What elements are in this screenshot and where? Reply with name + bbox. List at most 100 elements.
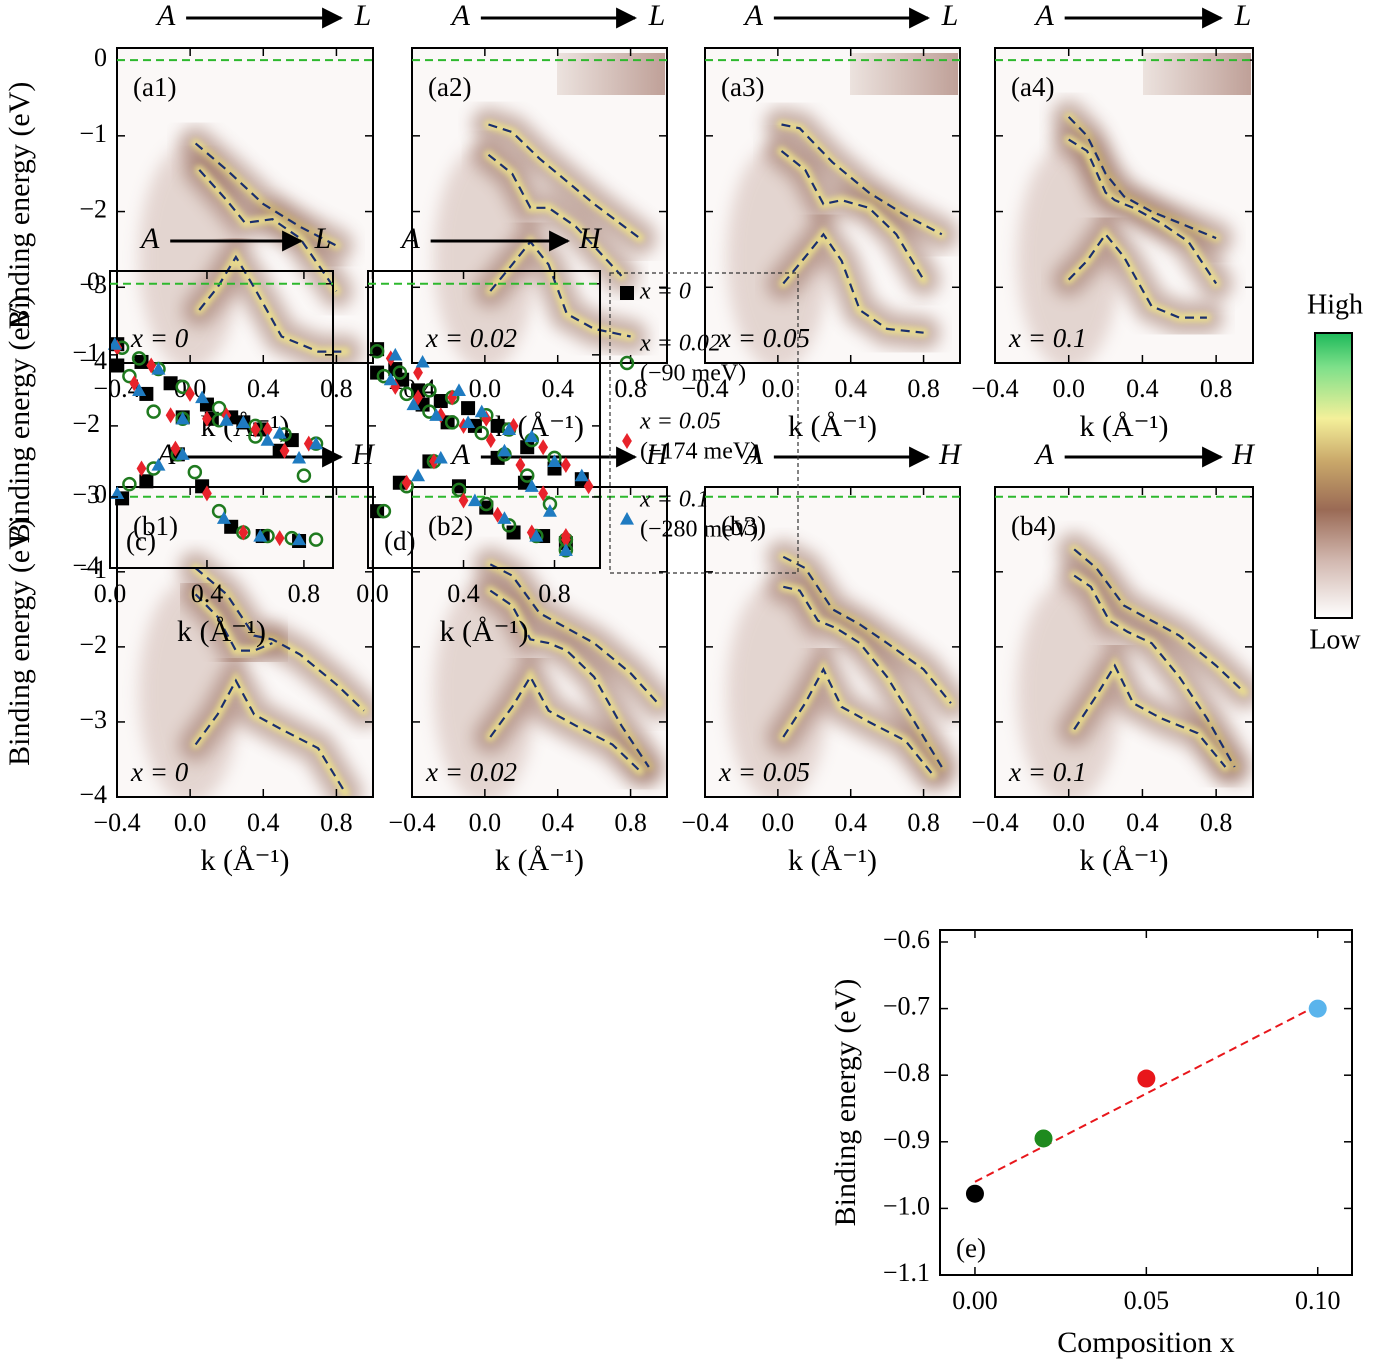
legend-label: x = 0.1 <box>639 487 709 513</box>
data-point <box>502 422 517 436</box>
x-tick-label: 0.0 <box>762 808 795 837</box>
x-tick-label: 0.4 <box>447 579 480 608</box>
dispersion-line <box>782 232 924 334</box>
data-point <box>501 518 517 533</box>
data-point <box>406 397 421 411</box>
data-point <box>170 440 181 457</box>
y-axis-label: Binding energy (eV) <box>3 518 36 766</box>
data-point <box>151 457 166 471</box>
y-tick-label: −2 <box>79 630 107 659</box>
y-axis-label: Binding energy (eV) <box>3 296 36 544</box>
data-point <box>253 529 268 542</box>
colorbar-low: Low <box>1309 624 1361 655</box>
x-tick-label: 0.0 <box>94 579 127 608</box>
y-tick-label: −2 <box>79 195 107 224</box>
data-point <box>506 525 521 540</box>
y-tick-label: 0 <box>87 267 100 296</box>
legend-label: x = 0.02 <box>639 331 721 357</box>
x-axis-label: k (Å⁻¹) <box>788 844 877 877</box>
x-tick-label: 0.8 <box>288 579 321 608</box>
x-tick-label: 0.8 <box>614 808 647 837</box>
direction-to: H <box>1231 438 1256 471</box>
panel-label: (e) <box>956 1233 986 1263</box>
plot-frame <box>939 929 1353 1276</box>
data-point <box>110 486 125 499</box>
dispersion-line <box>1068 138 1218 285</box>
dispersion-line <box>783 585 943 768</box>
data-point <box>202 485 212 502</box>
map-cone <box>726 580 829 797</box>
data-point <box>236 415 251 428</box>
data-point <box>107 337 122 350</box>
data-point <box>146 404 161 419</box>
x-tick-label: 0.8 <box>320 374 353 403</box>
y-tick-label: 0 <box>94 43 107 72</box>
composition-label: x = 0.1 <box>1008 757 1086 787</box>
direction-to: L <box>1234 0 1252 32</box>
data-point <box>134 354 149 369</box>
data-point <box>110 358 125 373</box>
panel-label: (d) <box>384 526 415 556</box>
data-point <box>411 468 426 482</box>
dispersion-line <box>488 123 641 239</box>
y-tick-label: −3 <box>79 270 107 299</box>
y-tick-label: −0.9 <box>883 1125 930 1154</box>
data-point <box>132 383 147 396</box>
data-point <box>497 443 512 457</box>
band-core <box>1064 226 1212 323</box>
data-point <box>309 436 324 450</box>
legend-shift: (−90 meV) <box>640 361 746 387</box>
y-tick-label: −3 <box>72 480 100 509</box>
plot-frame <box>704 486 961 798</box>
plot-frame <box>994 486 1254 798</box>
data-point <box>292 450 307 464</box>
y-tick-label: −1.1 <box>883 1258 930 1287</box>
dispersion-line <box>782 555 952 704</box>
legend-label: x = 0.05 <box>639 409 721 435</box>
composition-label: x = 0.02 <box>425 323 517 353</box>
y-tick-label: −4 <box>79 346 107 375</box>
dispersion-line <box>489 240 631 338</box>
dispersion-line <box>780 150 925 281</box>
direction-from: A <box>743 438 764 471</box>
panel-label: (b4) <box>1011 511 1056 541</box>
x-axis-label: k (Å⁻¹) <box>788 410 877 443</box>
data-point <box>524 429 539 443</box>
x-tick-label: 0.0 <box>1052 808 1085 837</box>
direction-to: L <box>314 222 332 255</box>
data-point <box>451 482 467 498</box>
y-tick-label: −2 <box>72 409 100 438</box>
data-point <box>447 389 458 406</box>
panel-label: (a1) <box>133 72 176 102</box>
x-tick-label: 0.0 <box>174 808 207 837</box>
direction-from: A <box>139 222 160 255</box>
data-point <box>122 368 137 384</box>
data-point <box>474 425 489 441</box>
data-point <box>965 1184 984 1203</box>
data-point <box>547 454 562 468</box>
legend-marker <box>620 286 634 300</box>
x-tick-label: 0.4 <box>1126 374 1159 403</box>
direction-from: A <box>1033 0 1054 32</box>
direction-from: A <box>450 0 471 32</box>
data-point <box>451 383 466 396</box>
data-point <box>429 453 439 470</box>
dispersion-line <box>1073 574 1236 768</box>
data-point <box>583 478 594 495</box>
data-point <box>187 464 203 480</box>
data-point <box>219 413 234 426</box>
x-tick-label: 0.4 <box>834 374 867 403</box>
direction-from: A <box>450 438 471 471</box>
data-point <box>524 479 539 492</box>
dispersion-line <box>1073 663 1227 768</box>
data-point <box>238 524 249 541</box>
plot-frame <box>116 47 374 364</box>
y-tick-label: −1.0 <box>883 1191 930 1220</box>
x-tick-label: −0.4 <box>681 374 728 403</box>
legend-label: x = 0 <box>639 279 691 305</box>
x-tick-label: 0.0 <box>469 808 502 837</box>
x-axis-label: Composition x <box>1057 1326 1235 1359</box>
data-point <box>369 344 385 359</box>
data-point <box>467 493 482 507</box>
plot-frame <box>994 47 1254 364</box>
